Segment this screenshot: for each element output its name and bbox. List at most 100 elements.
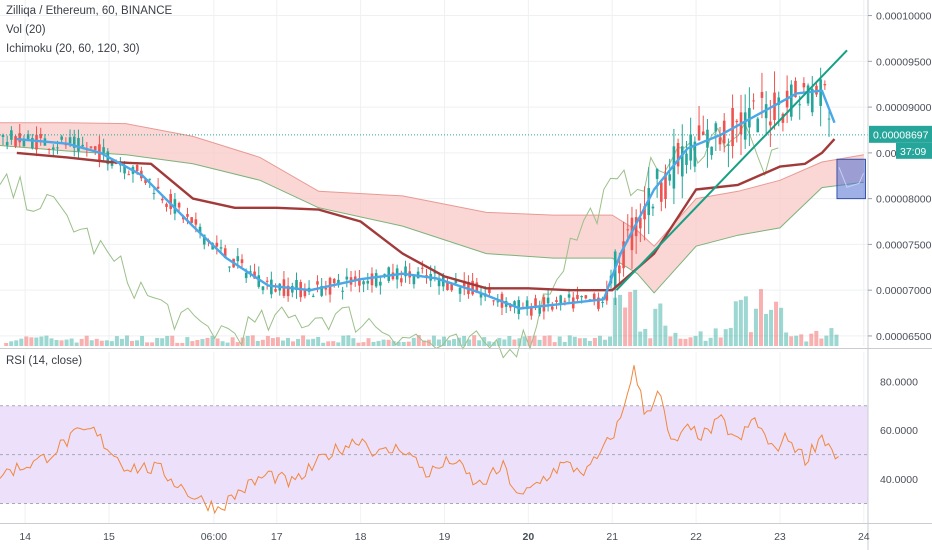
volume-bar: [140, 335, 145, 346]
volume-bar: [301, 335, 306, 346]
candle-body: [710, 146, 713, 156]
conversion-line: [16, 89, 836, 310]
time-tick-label: 24: [858, 531, 870, 543]
volume-bar: [673, 332, 678, 346]
volume-bar: [230, 337, 235, 346]
candle-body: [341, 290, 344, 292]
candle-body: [223, 248, 227, 259]
volume-bar: [804, 341, 809, 346]
leading-span-b: [0, 145, 864, 294]
candle-body: [714, 123, 718, 132]
projection-path: [838, 167, 864, 188]
candle-body: [643, 206, 646, 220]
volume-bar: [426, 339, 431, 346]
candle-body: [727, 144, 730, 146]
candle-body: [622, 241, 625, 269]
time-tick-label: 14: [19, 531, 31, 543]
volume-bar: [411, 337, 416, 346]
volume-bar: [250, 335, 255, 346]
candle-body: [244, 272, 248, 279]
volume-bar: [532, 335, 537, 346]
rsi-tick-label: 40.0000: [880, 474, 918, 486]
volume-bar: [708, 337, 713, 346]
volume-bar: [733, 301, 738, 346]
volume-bar: [381, 339, 386, 346]
candle-body: [584, 295, 588, 299]
candle-body: [806, 85, 810, 104]
volume-bar: [311, 338, 316, 346]
candle-body: [56, 147, 59, 149]
volume-bar: [472, 335, 477, 346]
volume-bar: [467, 339, 472, 346]
volume-bar: [265, 335, 270, 346]
price-tick-label: 0.00009000: [876, 102, 932, 114]
volume-bar: [431, 335, 436, 346]
volume-bar: [150, 342, 155, 346]
time-tick-label: 15: [103, 531, 115, 543]
volume-bar: [210, 335, 215, 346]
candle-body: [26, 134, 30, 140]
candle-body: [513, 301, 516, 306]
candle-body: [1, 135, 5, 137]
candle-body: [311, 295, 315, 297]
candle-body: [488, 287, 491, 293]
volume-bar: [69, 338, 74, 346]
candle-body: [706, 129, 709, 148]
candle-body: [14, 136, 17, 147]
candle-body: [161, 198, 164, 201]
volume-bar: [728, 327, 733, 346]
candle-body: [194, 219, 198, 225]
volume-bar: [522, 336, 527, 346]
legend-volume: Vol (20): [6, 24, 46, 36]
candle-body: [752, 100, 755, 102]
volume-bar: [643, 328, 648, 346]
volume-bar: [683, 338, 688, 346]
volume-bar: [175, 342, 180, 346]
candle-body: [295, 280, 298, 291]
ichimoku-cloud: [0, 122, 864, 294]
volume-bar: [577, 338, 582, 346]
candle-body: [618, 265, 621, 274]
volume-bar: [416, 335, 421, 346]
volume-bar: [512, 339, 517, 346]
volume-bar: [628, 291, 633, 346]
candle-body: [152, 192, 156, 194]
price-tick-label: 0.00009500: [876, 56, 932, 68]
candle-body: [114, 163, 118, 165]
volume-bar: [391, 341, 396, 346]
candle-body: [626, 229, 630, 231]
volume-bar: [129, 340, 134, 346]
candle-body: [555, 300, 558, 303]
candle-body: [18, 133, 22, 143]
volume-bar: [753, 308, 758, 346]
legend-rsi: RSI (14, close): [6, 355, 83, 367]
volume-bar: [296, 339, 301, 346]
volume-bar: [316, 336, 321, 346]
volume-bar: [618, 294, 623, 346]
volume-bar: [623, 307, 628, 346]
volume-bar: [255, 341, 260, 346]
volume-bar: [678, 338, 683, 346]
candle-body: [639, 217, 642, 229]
volume-bar: [824, 335, 829, 346]
volume-bar: [648, 338, 653, 346]
volume-bar: [235, 342, 240, 346]
candle-body: [580, 295, 583, 298]
cloud-area: [0, 122, 864, 293]
volume-bar: [537, 339, 542, 346]
volume-bar: [321, 342, 326, 346]
volume-bar: [109, 341, 114, 346]
candle-body: [35, 134, 38, 150]
candle-body: [664, 173, 667, 200]
candle-body: [668, 174, 672, 181]
projection-box[interactable]: [836, 158, 866, 200]
volume-bar: [421, 340, 426, 346]
last-price-badge-text: 0.00008697: [873, 129, 929, 141]
candle-body: [320, 285, 323, 296]
volume-bar: [436, 339, 441, 346]
candle-body: [156, 186, 160, 189]
volume-bar: [29, 337, 34, 346]
volume-bar: [104, 340, 109, 346]
time-tick-label: 19: [439, 531, 451, 543]
candle-body: [810, 88, 814, 113]
